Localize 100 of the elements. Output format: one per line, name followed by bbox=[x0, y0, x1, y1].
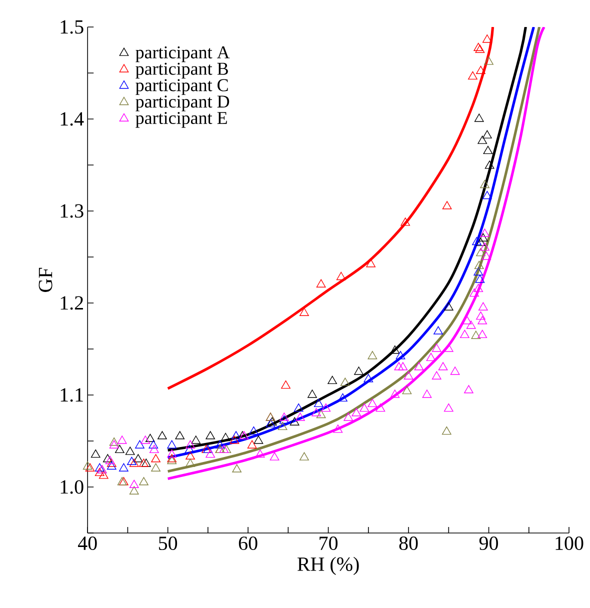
point bbox=[442, 201, 452, 210]
point bbox=[462, 316, 472, 324]
point bbox=[368, 351, 378, 360]
point bbox=[279, 412, 289, 421]
point bbox=[186, 451, 195, 460]
point bbox=[471, 330, 481, 339]
x-axis-title: RH (%) bbox=[297, 556, 359, 575]
point bbox=[308, 390, 317, 398]
point bbox=[432, 344, 442, 352]
point bbox=[475, 274, 485, 283]
point bbox=[444, 302, 454, 310]
point bbox=[466, 320, 476, 329]
point bbox=[482, 190, 492, 200]
point bbox=[328, 376, 337, 384]
point bbox=[468, 71, 478, 80]
point bbox=[133, 454, 143, 462]
point bbox=[316, 410, 326, 418]
point bbox=[94, 468, 104, 476]
point bbox=[450, 366, 460, 375]
y-tick-label: 1.1 bbox=[60, 388, 83, 402]
point bbox=[402, 386, 412, 394]
point bbox=[148, 440, 158, 448]
point bbox=[278, 422, 288, 430]
point bbox=[94, 463, 104, 472]
point bbox=[175, 431, 185, 440]
point bbox=[249, 426, 258, 435]
point bbox=[90, 449, 100, 458]
point bbox=[340, 378, 350, 386]
point bbox=[215, 440, 225, 448]
point bbox=[482, 252, 492, 260]
point bbox=[314, 398, 324, 408]
point bbox=[321, 403, 331, 412]
point bbox=[109, 440, 119, 448]
point bbox=[422, 390, 432, 398]
point bbox=[140, 436, 150, 444]
x-tick-label: 90 bbox=[479, 536, 498, 550]
point bbox=[158, 431, 167, 440]
point bbox=[460, 330, 470, 338]
point bbox=[368, 398, 378, 408]
point bbox=[390, 390, 400, 398]
point bbox=[115, 444, 124, 454]
point bbox=[129, 486, 139, 494]
point bbox=[478, 330, 488, 338]
legend-label: participant B bbox=[136, 62, 228, 79]
legend-label: participant A bbox=[136, 46, 230, 62]
point bbox=[231, 431, 241, 440]
point bbox=[480, 242, 490, 251]
point bbox=[474, 42, 484, 52]
point bbox=[98, 470, 108, 479]
point bbox=[219, 444, 229, 454]
point bbox=[476, 311, 486, 320]
point bbox=[483, 146, 493, 154]
point bbox=[475, 44, 485, 53]
point bbox=[119, 463, 128, 472]
point bbox=[186, 458, 195, 467]
point bbox=[127, 456, 136, 466]
x-tick-label: 60 bbox=[238, 536, 258, 550]
point bbox=[444, 403, 454, 412]
point bbox=[290, 417, 300, 426]
point bbox=[396, 351, 406, 360]
point bbox=[474, 260, 484, 270]
point bbox=[300, 452, 309, 460]
point bbox=[474, 114, 484, 122]
x-tick-label: 40 bbox=[78, 536, 97, 550]
point bbox=[255, 449, 265, 458]
point bbox=[474, 284, 484, 292]
point bbox=[336, 272, 346, 280]
point bbox=[470, 288, 479, 297]
y-tick-label: 1.4 bbox=[60, 112, 84, 126]
point bbox=[352, 408, 362, 416]
y-tick-label: 1.3 bbox=[60, 204, 84, 218]
point bbox=[472, 236, 482, 246]
point bbox=[106, 461, 116, 470]
point bbox=[151, 463, 160, 472]
point bbox=[360, 403, 370, 412]
point bbox=[442, 426, 452, 435]
point bbox=[105, 456, 115, 464]
point bbox=[354, 366, 364, 375]
point bbox=[281, 380, 290, 389]
point bbox=[117, 436, 127, 444]
point bbox=[432, 371, 442, 380]
point bbox=[167, 449, 177, 458]
point bbox=[478, 302, 488, 310]
point bbox=[270, 452, 280, 460]
point bbox=[186, 440, 195, 448]
point bbox=[480, 228, 490, 237]
point bbox=[484, 56, 494, 65]
point bbox=[316, 279, 326, 288]
point bbox=[109, 437, 119, 446]
point bbox=[476, 248, 486, 256]
point bbox=[129, 480, 139, 488]
point bbox=[184, 444, 194, 454]
x-tick-label: 80 bbox=[399, 536, 418, 550]
legend-label: participant C bbox=[136, 79, 228, 95]
point bbox=[254, 436, 264, 444]
point bbox=[478, 136, 488, 144]
point bbox=[478, 233, 488, 242]
point bbox=[206, 449, 216, 458]
point bbox=[82, 461, 92, 470]
point bbox=[191, 436, 201, 444]
